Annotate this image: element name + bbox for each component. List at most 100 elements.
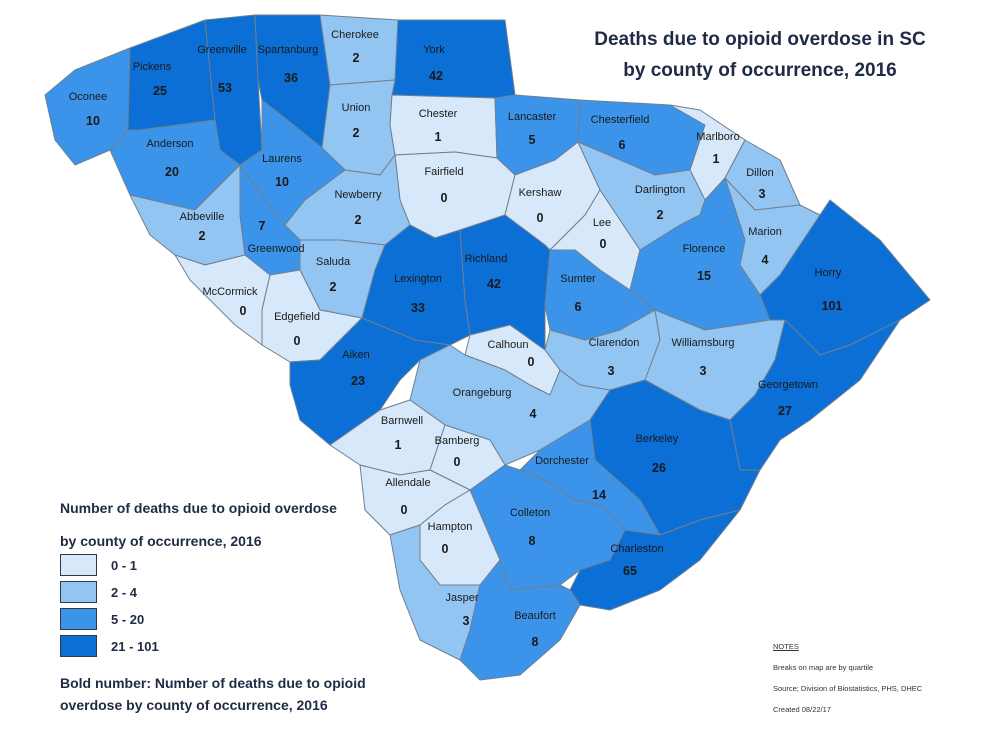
- county-richland: [459, 214, 551, 351]
- map-title-line1: Deaths due to opioid overdose in SC: [594, 29, 926, 50]
- county-value: 6: [575, 300, 582, 314]
- county-label: Orangeburg: [453, 387, 512, 399]
- county-value: 0: [442, 542, 449, 556]
- notes-heading: NOTES: [773, 642, 799, 651]
- county-value: 0: [600, 237, 607, 251]
- county-label: Cherokee: [331, 29, 379, 41]
- legend-label: 0 - 1: [111, 557, 138, 573]
- county-value: 1: [435, 130, 442, 144]
- county-label: Lexington: [394, 273, 442, 285]
- bold-note-line1: Bold number: Number of deaths due to opi…: [60, 675, 366, 691]
- county-beaufort: [459, 559, 581, 681]
- legend-swatch: [60, 635, 97, 657]
- county-value: 42: [487, 277, 501, 291]
- county-label: Chester: [419, 108, 458, 120]
- legend-item-5-20: 5 - 20: [60, 607, 144, 631]
- county-label: Oconee: [69, 91, 108, 103]
- county-value: 4: [530, 407, 537, 421]
- legend-title: Number of deaths due to opioid overdose …: [60, 492, 390, 558]
- county-label: Lee: [593, 217, 611, 229]
- county-label: Calhoun: [488, 339, 529, 351]
- county-value: 8: [532, 635, 539, 649]
- county-pickens: [127, 19, 216, 131]
- county-label: Newberry: [334, 189, 382, 201]
- county-value: 3: [700, 364, 707, 378]
- county-label: Saluda: [316, 256, 351, 268]
- legend-label: 21 - 101: [111, 638, 159, 654]
- county-labels: Oconee 10 Pickens 25 Greenville 53 Spart…: [69, 29, 843, 649]
- county-label: Barnwell: [381, 415, 423, 427]
- county-value: 8: [529, 534, 536, 548]
- county-label: Darlington: [635, 184, 685, 196]
- county-label: Abbeville: [180, 211, 225, 223]
- legend-label: 5 - 20: [111, 611, 145, 627]
- county-value: 36: [284, 71, 298, 85]
- county-label: Georgetown: [758, 379, 818, 391]
- county-value: 7: [259, 219, 266, 233]
- county-value: 0: [537, 211, 544, 225]
- county-label: Laurens: [262, 153, 302, 165]
- county-label: Aiken: [342, 349, 370, 361]
- county-value: 2: [353, 126, 360, 140]
- county-value: 53: [218, 81, 232, 95]
- county-value: 3: [463, 614, 470, 628]
- county-value: 2: [355, 213, 362, 227]
- notes-line: Source; Division of Biostatistics, PHS, …: [773, 684, 923, 693]
- county-value: 0: [294, 334, 301, 348]
- county-cherokee: [319, 14, 399, 86]
- map-title: Deaths due to opioid overdose in SC by c…: [560, 24, 960, 86]
- county-value: 23: [351, 374, 365, 388]
- legend-swatch: [60, 581, 97, 603]
- county-value: 20: [165, 165, 179, 179]
- county-value: 27: [778, 404, 792, 418]
- county-value: 3: [759, 187, 766, 201]
- county-label: Dorchester: [535, 455, 589, 467]
- county-label: Beaufort: [514, 610, 556, 622]
- county-label: Colleton: [510, 507, 550, 519]
- county-value: 65: [623, 564, 637, 578]
- county-mccormick: [174, 254, 271, 346]
- county-label: Pickens: [133, 61, 172, 73]
- county-label: Allendale: [385, 477, 430, 489]
- legend-item-2-4: 2 - 4: [60, 580, 137, 604]
- county-label: Berkeley: [636, 433, 679, 445]
- county-value: 2: [657, 208, 664, 222]
- county-label: Hampton: [428, 521, 473, 533]
- county-label: Richland: [465, 253, 508, 265]
- county-value: 101: [822, 299, 843, 313]
- county-value: 2: [330, 280, 337, 294]
- county-value: 2: [199, 229, 206, 243]
- county-value: 0: [240, 304, 247, 318]
- county-label: Marlboro: [696, 131, 739, 143]
- county-label: Charleston: [610, 543, 663, 555]
- county-value: 33: [411, 301, 425, 315]
- county-label: Sumter: [560, 273, 596, 285]
- county-value: 15: [697, 269, 711, 283]
- legend-swatch: [60, 554, 97, 576]
- legend-item-21-101: 21 - 101: [60, 634, 159, 658]
- county-value: 0: [454, 455, 461, 469]
- legend-title-line1: Number of deaths due to opioid overdose: [60, 500, 337, 516]
- county-polygons: [44, 14, 931, 681]
- legend-title-line2: by county of occurrence, 2016: [60, 533, 262, 549]
- county-value: 4: [762, 253, 769, 267]
- county-label: Lancaster: [508, 111, 557, 123]
- county-value: 10: [86, 114, 100, 128]
- county-label: Williamsburg: [672, 337, 735, 349]
- county-value: 0: [528, 355, 535, 369]
- county-label: Kershaw: [519, 187, 562, 199]
- county-label: Jasper: [445, 592, 478, 604]
- county-label: Florence: [683, 243, 726, 255]
- county-label: Horry: [815, 267, 842, 279]
- notes-line: Created 08/22/17: [773, 705, 831, 714]
- county-charleston: [569, 509, 741, 611]
- notes-line: Breaks on map are by quartile: [773, 663, 874, 672]
- bold-number-note: Bold number: Number of deaths due to opi…: [60, 672, 420, 716]
- map-title-line2: by county of occurrence, 2016: [623, 60, 897, 81]
- county-label: Greenville: [197, 44, 247, 56]
- county-york: [391, 19, 516, 99]
- county-value: 0: [401, 503, 408, 517]
- county-value: 1: [395, 438, 402, 452]
- county-label: Anderson: [146, 138, 193, 150]
